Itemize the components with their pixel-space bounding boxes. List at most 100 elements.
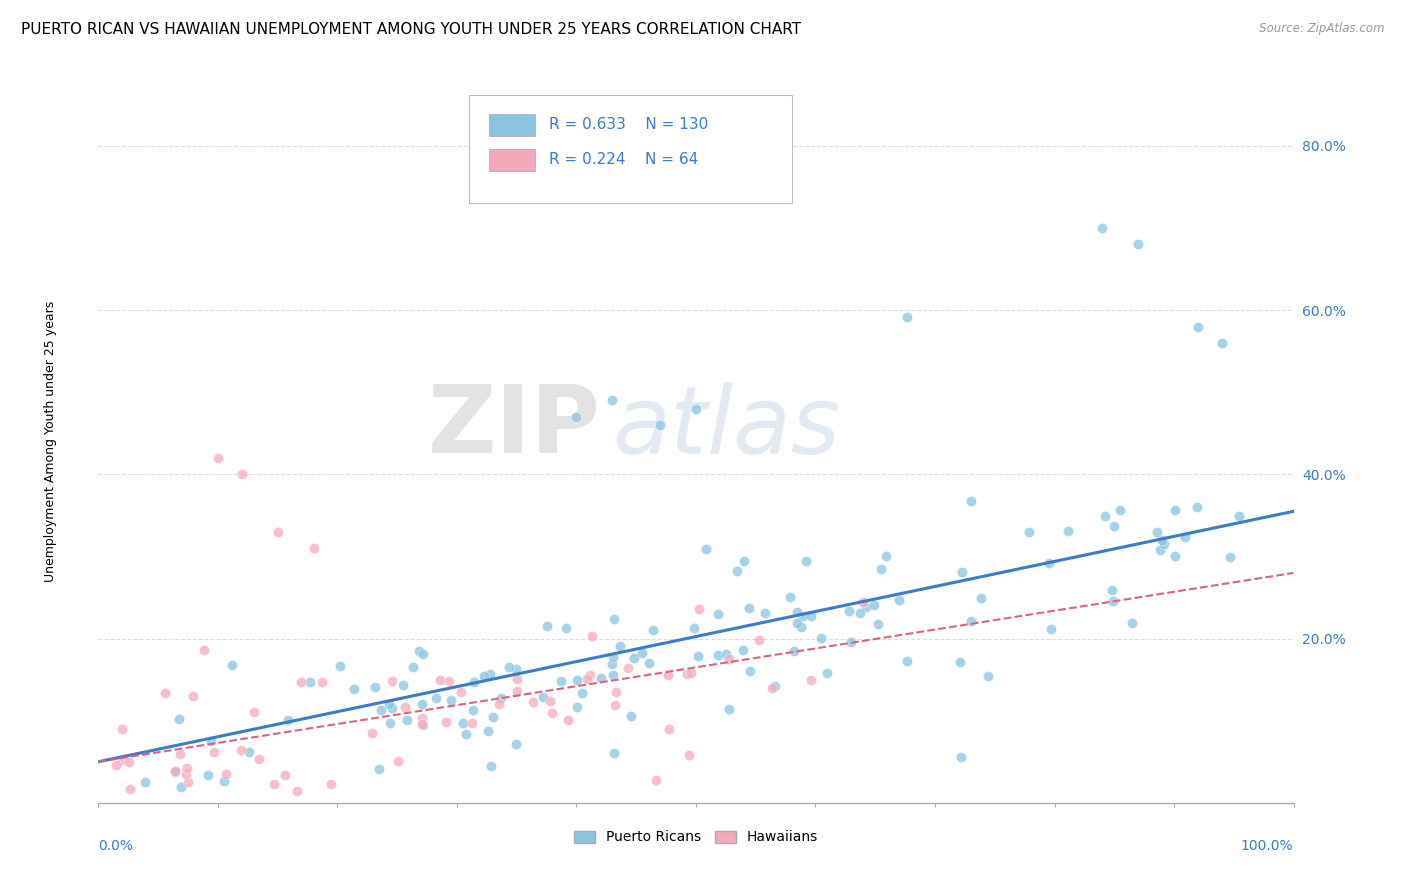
Point <box>786 605 808 619</box>
Point <box>676 666 699 681</box>
Point <box>451 715 474 730</box>
Point <box>575 672 598 686</box>
Point <box>557 714 579 728</box>
Point <box>367 762 389 776</box>
Point <box>602 393 624 408</box>
Point <box>565 700 588 714</box>
Point <box>488 697 510 711</box>
Point <box>839 635 862 649</box>
Point <box>748 632 770 647</box>
Point <box>1038 557 1060 571</box>
Point <box>396 713 419 727</box>
Point <box>1219 549 1241 564</box>
Point <box>1187 319 1209 334</box>
Point <box>361 725 384 739</box>
Point <box>602 667 624 681</box>
Point <box>381 701 404 715</box>
Point <box>479 759 502 773</box>
Point <box>481 709 503 723</box>
Point <box>970 591 993 605</box>
Point <box>402 659 425 673</box>
Point <box>1211 336 1233 351</box>
Point <box>949 749 972 764</box>
Point <box>707 607 730 621</box>
Point <box>763 679 786 693</box>
Point <box>589 671 612 685</box>
Point <box>602 650 624 665</box>
Point <box>976 668 998 682</box>
Point <box>536 619 558 633</box>
Point <box>412 717 434 731</box>
Point <box>329 659 352 673</box>
Point <box>800 609 823 624</box>
Point <box>779 590 801 604</box>
Point <box>852 595 875 609</box>
Point <box>1040 622 1063 636</box>
Point <box>267 524 290 539</box>
Point <box>298 674 321 689</box>
Point <box>343 681 366 696</box>
FancyBboxPatch shape <box>489 114 534 136</box>
Point <box>200 734 222 748</box>
Point <box>242 705 264 719</box>
Point <box>381 673 404 688</box>
Point <box>1101 582 1123 597</box>
Point <box>193 643 215 657</box>
Point <box>231 467 253 482</box>
Point <box>505 662 527 676</box>
Point <box>754 606 776 620</box>
Point <box>411 698 433 712</box>
Point <box>645 773 668 788</box>
Text: PUERTO RICAN VS HAWAIIAN UNEMPLOYMENT AMONG YOUTH UNDER 25 YEARS CORRELATION CHA: PUERTO RICAN VS HAWAIIAN UNEMPLOYMENT AM… <box>21 22 801 37</box>
Point <box>247 752 270 766</box>
Point <box>498 660 520 674</box>
Point <box>790 619 813 633</box>
Point <box>960 614 983 628</box>
Point <box>429 673 451 688</box>
Point <box>170 780 193 794</box>
Point <box>238 745 260 759</box>
Point <box>838 603 860 617</box>
Point <box>1146 525 1168 540</box>
Point <box>603 746 626 760</box>
Point <box>477 724 499 739</box>
Point <box>603 612 626 626</box>
FancyBboxPatch shape <box>489 149 534 170</box>
Point <box>1101 594 1123 608</box>
Point <box>1150 533 1173 548</box>
Point <box>641 623 664 637</box>
Point <box>960 494 983 508</box>
Point <box>949 655 972 669</box>
Legend: Puerto Ricans, Hawaiians: Puerto Ricans, Hawaiians <box>568 825 824 850</box>
Point <box>412 647 434 661</box>
Point <box>394 700 416 714</box>
Point <box>731 643 754 657</box>
Point <box>1174 530 1197 544</box>
Point <box>1185 500 1208 515</box>
Point <box>215 767 238 781</box>
Point <box>197 768 219 782</box>
Point <box>176 775 198 789</box>
Point <box>472 669 495 683</box>
Point <box>440 693 463 707</box>
Point <box>579 667 602 681</box>
Point <box>437 674 460 689</box>
Point <box>868 616 890 631</box>
Point <box>794 554 817 568</box>
Point <box>506 684 529 698</box>
Point <box>274 768 297 782</box>
Point <box>870 562 893 576</box>
Point <box>800 673 823 688</box>
Point <box>887 593 910 607</box>
Point <box>637 656 659 670</box>
Point <box>567 673 589 687</box>
Point <box>707 648 730 663</box>
Point <box>695 542 717 557</box>
Point <box>231 743 253 757</box>
FancyBboxPatch shape <box>470 95 792 203</box>
Point <box>105 758 128 772</box>
Point <box>311 675 333 690</box>
Text: 100.0%: 100.0% <box>1241 838 1294 853</box>
Point <box>600 657 623 671</box>
Point <box>782 643 804 657</box>
